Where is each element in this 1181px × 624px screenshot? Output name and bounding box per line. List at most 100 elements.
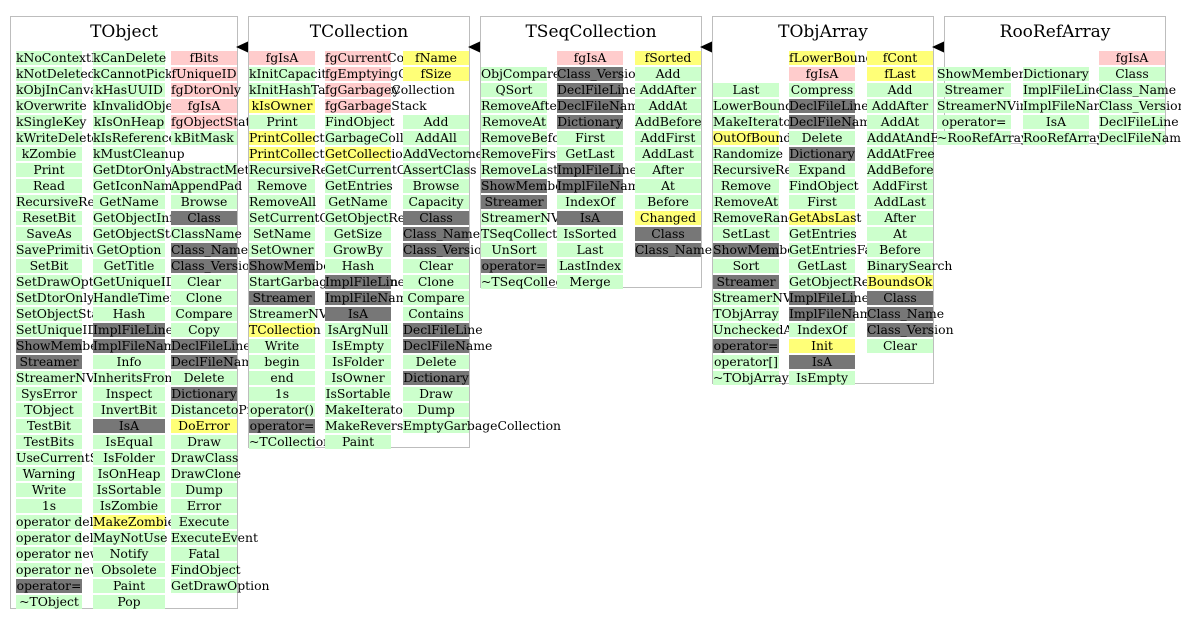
- member-cell: fSize: [403, 67, 469, 81]
- member-cell: Clear: [403, 259, 469, 273]
- member-cell: Compress: [789, 82, 855, 97]
- member-cell: kInitCapacity: [249, 66, 334, 81]
- member-cell: IsArgNull: [325, 323, 391, 337]
- member-cell: BinarySearch: [867, 258, 953, 273]
- member-cell: Changed: [635, 211, 701, 225]
- member-cell: Remove: [713, 179, 779, 193]
- member-cell: GetIconName: [93, 178, 180, 193]
- member-cell: Dictionary: [557, 114, 623, 129]
- member-cell: DeclFileName: [789, 114, 879, 129]
- member-column: fgIsA Class Class_Name Class_Version DeclFil…: [1099, 51, 1181, 147]
- member-cell: AddAfter: [635, 83, 701, 97]
- member-cell: GetLast: [557, 147, 623, 161]
- member-cell: Delete: [171, 371, 237, 385]
- member-cell: Warning: [16, 467, 82, 481]
- member-cell: IsA: [789, 355, 855, 369]
- member-cell: DeclFileLine: [403, 322, 483, 337]
- member-cell: fgIsA: [557, 51, 623, 65]
- member-cell: ShowMembers: [16, 338, 110, 353]
- member-cell: SetName: [249, 227, 315, 241]
- member-cell: Add: [635, 67, 701, 81]
- member-cell: IsA: [325, 307, 391, 321]
- member-cell: Dump: [403, 403, 469, 417]
- class-title: TCollection: [309, 22, 409, 42]
- member-cell: Clone: [403, 275, 469, 289]
- member-cell: Paint: [325, 435, 391, 449]
- member-column: Dictionary ImplFileLine ImplFileName IsA Roo…: [1023, 51, 1113, 147]
- member-cell: MakeZombie: [93, 514, 175, 529]
- member-column: kNoContextMenu kNotDeleted kObjInCanvas kOv…: [16, 51, 129, 611]
- member-cell: fName: [403, 51, 469, 65]
- member-cell: operator=: [249, 418, 315, 433]
- member-cell: kIsOnHeap: [93, 114, 165, 129]
- member-cell: Inspect: [93, 387, 165, 401]
- member-cell: Browse: [403, 179, 469, 193]
- member-cell: AddVector: [403, 146, 469, 161]
- member-cell: ImplFileName: [557, 178, 647, 193]
- member-cell: Execute: [171, 515, 237, 529]
- member-cell: UnSort: [481, 243, 547, 257]
- member-cell: ShowMembers: [481, 178, 575, 193]
- member-cell: Print: [249, 115, 315, 129]
- member-cell: AddFirst: [867, 179, 933, 193]
- member-cell: StreamerNVirtual: [937, 98, 1050, 113]
- member-cell: StreamerNVirtual: [481, 210, 594, 225]
- member-cell: fgIsA: [789, 67, 855, 81]
- member-cell: Class_Version: [403, 242, 490, 257]
- member-column: fLowerBound fgIsA Compress DeclFileLine Decl…: [789, 51, 883, 387]
- member-cell: DeclFileLine: [171, 338, 251, 353]
- member-cell: AddAfter: [867, 99, 933, 113]
- member-cell: FindObject: [325, 114, 395, 129]
- member-cell: GetOption: [93, 243, 165, 257]
- member-cell: DeclFileName: [1099, 130, 1181, 145]
- member-cell: GetObjectRef: [789, 274, 874, 289]
- member-cell: LastIndex: [557, 258, 623, 273]
- member-cell: Last: [713, 83, 779, 97]
- member-cell: RecursiveRemove: [249, 162, 362, 177]
- member-cell: operator=: [937, 115, 1011, 129]
- member-cell: StreamerNVirtual: [16, 370, 129, 385]
- member-cell: kMustCleanup: [93, 146, 185, 161]
- member-cell: kNotDeleted: [16, 66, 96, 81]
- member-cell: Streamer: [481, 195, 547, 209]
- member-cell: IsSortable: [93, 483, 165, 497]
- member-cell: TestBit: [16, 419, 82, 433]
- member-cell: IsA: [1023, 115, 1089, 129]
- member-cell: IsOnHeap: [93, 467, 165, 481]
- member-cell: Delete: [789, 131, 855, 145]
- member-cell: TObject: [16, 403, 82, 417]
- member-cell: Remove: [249, 179, 315, 193]
- member-cell: fgDtorOnly: [171, 82, 241, 97]
- member-cell: ImplFileLine: [93, 322, 173, 337]
- member-cell: GetLast: [789, 259, 855, 273]
- class-title: TObject: [90, 22, 158, 42]
- member-cell: fCont: [867, 51, 933, 65]
- member-cell: GetCurrentCollection: [325, 162, 461, 177]
- member-cell: Class_Version: [557, 66, 644, 81]
- member-cell: DeclFileLine: [557, 82, 637, 97]
- member-cell: Clear: [867, 339, 933, 353]
- member-cell: AddAt: [635, 99, 701, 113]
- member-cell: StreamerNVirtual: [713, 290, 826, 305]
- member-cell: PrintCollectionHeader: [249, 146, 391, 161]
- member-cell: SetCurrentCollection: [249, 210, 383, 225]
- member-cell: Expand: [789, 163, 855, 177]
- member-cell: TestBits: [16, 435, 82, 449]
- member-cell: DeclFileLine: [789, 98, 869, 113]
- member-cell: Streamer: [937, 83, 1011, 97]
- member-cell: operator=: [481, 258, 547, 273]
- member-cell: ShowMembers: [713, 242, 807, 257]
- member-cell: GetObjectStat: [93, 226, 183, 241]
- member-cell: operator=: [16, 578, 82, 593]
- member-cell: InheritsFrom: [93, 370, 177, 385]
- member-cell: TCollection: [249, 322, 321, 337]
- member-cell: RemoveRange: [713, 210, 804, 225]
- member-cell: FindObject: [789, 178, 859, 193]
- member-cell: SetObjectStat: [16, 306, 104, 321]
- member-cell: DrawClass: [171, 450, 239, 465]
- member-cell: GetName: [325, 195, 391, 209]
- member-spacer: [713, 67, 779, 81]
- member-cell: Hash: [93, 307, 165, 321]
- member-cell: GetObjectInfo: [93, 210, 182, 225]
